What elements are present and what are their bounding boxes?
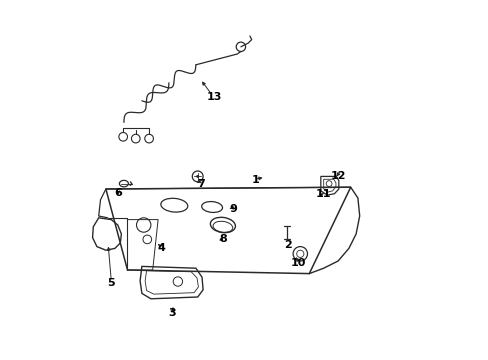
Text: 3: 3 xyxy=(168,308,176,318)
Text: 12: 12 xyxy=(330,171,345,181)
Text: 4: 4 xyxy=(158,243,165,253)
Text: 6: 6 xyxy=(114,188,122,198)
Text: 2: 2 xyxy=(283,240,291,250)
Text: 9: 9 xyxy=(229,204,237,214)
Text: 1: 1 xyxy=(251,175,259,185)
Text: 11: 11 xyxy=(315,189,331,199)
Text: 13: 13 xyxy=(206,92,221,102)
Circle shape xyxy=(196,175,199,177)
Text: 10: 10 xyxy=(290,258,305,268)
Text: 7: 7 xyxy=(197,179,205,189)
Text: 8: 8 xyxy=(219,234,226,244)
Text: 5: 5 xyxy=(107,278,115,288)
